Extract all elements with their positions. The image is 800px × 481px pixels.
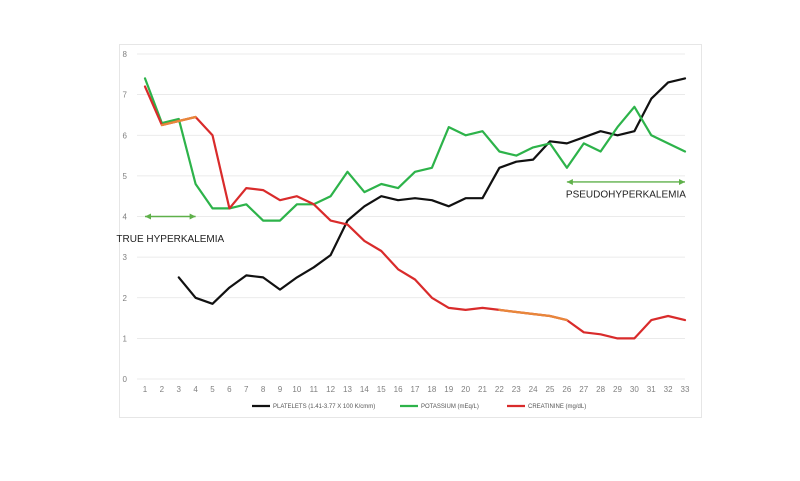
- x-tick-label: 32: [664, 385, 673, 394]
- x-tick-label: 12: [326, 385, 335, 394]
- x-tick-label: 17: [411, 385, 420, 394]
- x-tick-label: 26: [562, 385, 571, 394]
- x-tick-label: 14: [360, 385, 369, 394]
- x-tick-label: 4: [193, 385, 198, 394]
- x-tick-label: 30: [630, 385, 639, 394]
- arrowhead-left: [145, 213, 151, 220]
- series-line-platelets-1-41-3-77-x-100-k-cmm: [177, 77, 687, 305]
- x-tick-label: 19: [444, 385, 453, 394]
- x-tick-label: 5: [210, 385, 215, 394]
- legend-label: PLATELETS (1.41-3.77 X 100 K/cmm): [273, 404, 375, 410]
- x-tick-label: 9: [278, 385, 283, 394]
- x-tick-label: 22: [495, 385, 504, 394]
- x-tick-label: 33: [681, 385, 690, 394]
- annotation-label: PSEUDOHYPERKALEMIA: [566, 189, 686, 200]
- y-tick-label: 3: [123, 253, 128, 262]
- y-tick-label: 5: [123, 172, 128, 181]
- x-tick-label: 2: [160, 385, 165, 394]
- legend: PLATELETS (1.41-3.77 X 100 K/cmm) POTASSI…: [252, 404, 586, 410]
- x-tick-label: 10: [292, 385, 301, 394]
- x-tick-label: 25: [546, 385, 555, 394]
- series-lines: [143, 77, 687, 340]
- arrowhead-right: [189, 213, 196, 220]
- y-tick-label: 6: [123, 131, 128, 140]
- x-tick-label: 7: [244, 385, 249, 394]
- x-axis-ticks: 1 2 3 4 5 6 7 8 9 10 11 12 13 14 15 16 17 18 19 20 21 22 23 24 2…: [143, 385, 690, 394]
- x-tick-label: 31: [647, 385, 656, 394]
- annotation-label: TRUE HYPERKALEMIA: [116, 234, 224, 245]
- series-line-potassium-meq-l: [143, 77, 687, 222]
- highlight-segment: [498, 308, 568, 322]
- x-tick-label: 21: [478, 385, 487, 394]
- y-tick-label: 0: [123, 375, 128, 384]
- legend-label: POTASSIUM (mEq/L): [421, 404, 479, 410]
- gridlines: [137, 53, 685, 380]
- y-tick-label: 7: [123, 91, 128, 100]
- x-tick-label: 23: [512, 385, 521, 394]
- x-tick-label: 29: [613, 385, 622, 394]
- x-tick-label: 18: [427, 385, 436, 394]
- legend-label: CREATININE (mg/dL): [528, 404, 586, 410]
- arrowhead-left: [566, 178, 573, 185]
- x-tick-label: 1: [143, 385, 148, 394]
- series-line-creatinine-mg-dl: [143, 85, 687, 340]
- x-tick-label: 8: [261, 385, 266, 394]
- x-tick-label: 11: [310, 385, 319, 394]
- x-tick-label: 24: [529, 385, 538, 394]
- x-tick-label: 20: [461, 385, 470, 394]
- y-axis-ticks: 0 1 2 3 4 5 6 7 8: [123, 50, 128, 384]
- y-tick-label: 2: [123, 294, 128, 303]
- y-tick-label: 8: [123, 50, 128, 59]
- x-tick-label: 15: [377, 385, 386, 394]
- y-tick-label: 4: [123, 213, 128, 222]
- arrowhead-right: [679, 178, 685, 185]
- chart-frame: [119, 44, 702, 418]
- x-tick-label: 6: [227, 385, 232, 394]
- y-tick-label: 1: [123, 334, 128, 343]
- x-tick-label: 13: [343, 385, 352, 394]
- x-tick-label: 27: [579, 385, 588, 394]
- highlight-segment: [160, 115, 197, 127]
- annotations: TRUE HYPERKALEMIA PSEUDOHYPERKALEMIA: [116, 178, 686, 245]
- x-tick-label: 28: [596, 385, 605, 394]
- x-tick-label: 3: [177, 385, 182, 394]
- x-tick-label: 16: [394, 385, 403, 394]
